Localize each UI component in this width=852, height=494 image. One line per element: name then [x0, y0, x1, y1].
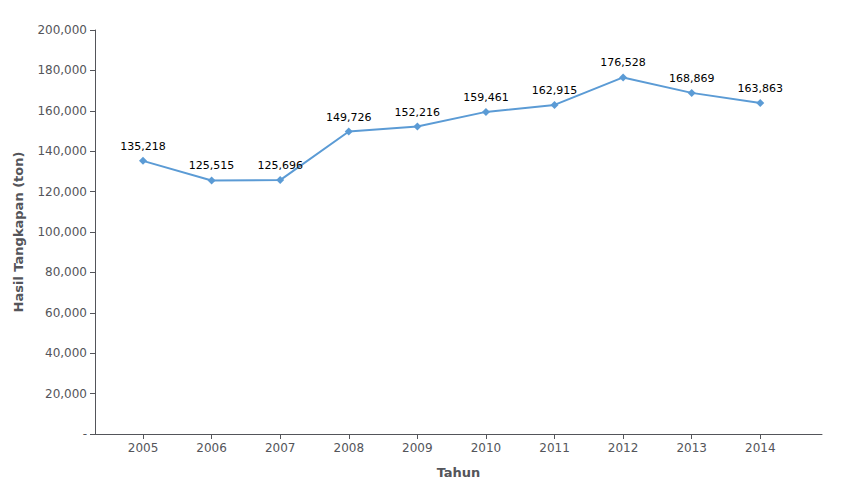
svg-text:2009: 2009 — [402, 441, 433, 455]
svg-text:100,000: 100,000 — [37, 225, 87, 239]
svg-text:2012: 2012 — [608, 441, 639, 455]
svg-text:168,869: 168,869 — [669, 72, 715, 85]
svg-text:162,915: 162,915 — [532, 84, 578, 97]
svg-text:Tahun: Tahun — [437, 465, 481, 480]
svg-text:Hasil Tangkapan (ton): Hasil Tangkapan (ton) — [11, 152, 26, 313]
svg-text:200,000: 200,000 — [37, 23, 87, 37]
svg-text:176,528: 176,528 — [600, 56, 646, 69]
svg-text:135,218: 135,218 — [120, 140, 166, 153]
svg-text:140,000: 140,000 — [37, 144, 87, 158]
svg-text:2007: 2007 — [265, 441, 296, 455]
svg-text:2013: 2013 — [676, 441, 707, 455]
svg-text:2011: 2011 — [539, 441, 570, 455]
svg-text:2014: 2014 — [745, 441, 776, 455]
svg-text:20,000: 20,000 — [45, 387, 87, 401]
svg-text:2006: 2006 — [196, 441, 227, 455]
svg-text:40,000: 40,000 — [45, 346, 87, 360]
svg-text:125,515: 125,515 — [189, 159, 235, 172]
svg-text:2010: 2010 — [471, 441, 502, 455]
svg-text:2005: 2005 — [128, 441, 159, 455]
svg-text:163,863: 163,863 — [738, 82, 784, 95]
svg-text:120,000: 120,000 — [37, 185, 87, 199]
svg-text:152,216: 152,216 — [395, 106, 441, 119]
svg-text:160,000: 160,000 — [37, 104, 87, 118]
svg-text:149,726: 149,726 — [326, 111, 372, 124]
svg-text:159,461: 159,461 — [463, 91, 509, 104]
svg-text:80,000: 80,000 — [45, 265, 87, 279]
svg-text:180,000: 180,000 — [37, 63, 87, 77]
svg-text:2008: 2008 — [333, 441, 364, 455]
svg-text:60,000: 60,000 — [45, 306, 87, 320]
svg-text:125,696: 125,696 — [257, 159, 303, 172]
svg-text:-: - — [83, 427, 87, 441]
